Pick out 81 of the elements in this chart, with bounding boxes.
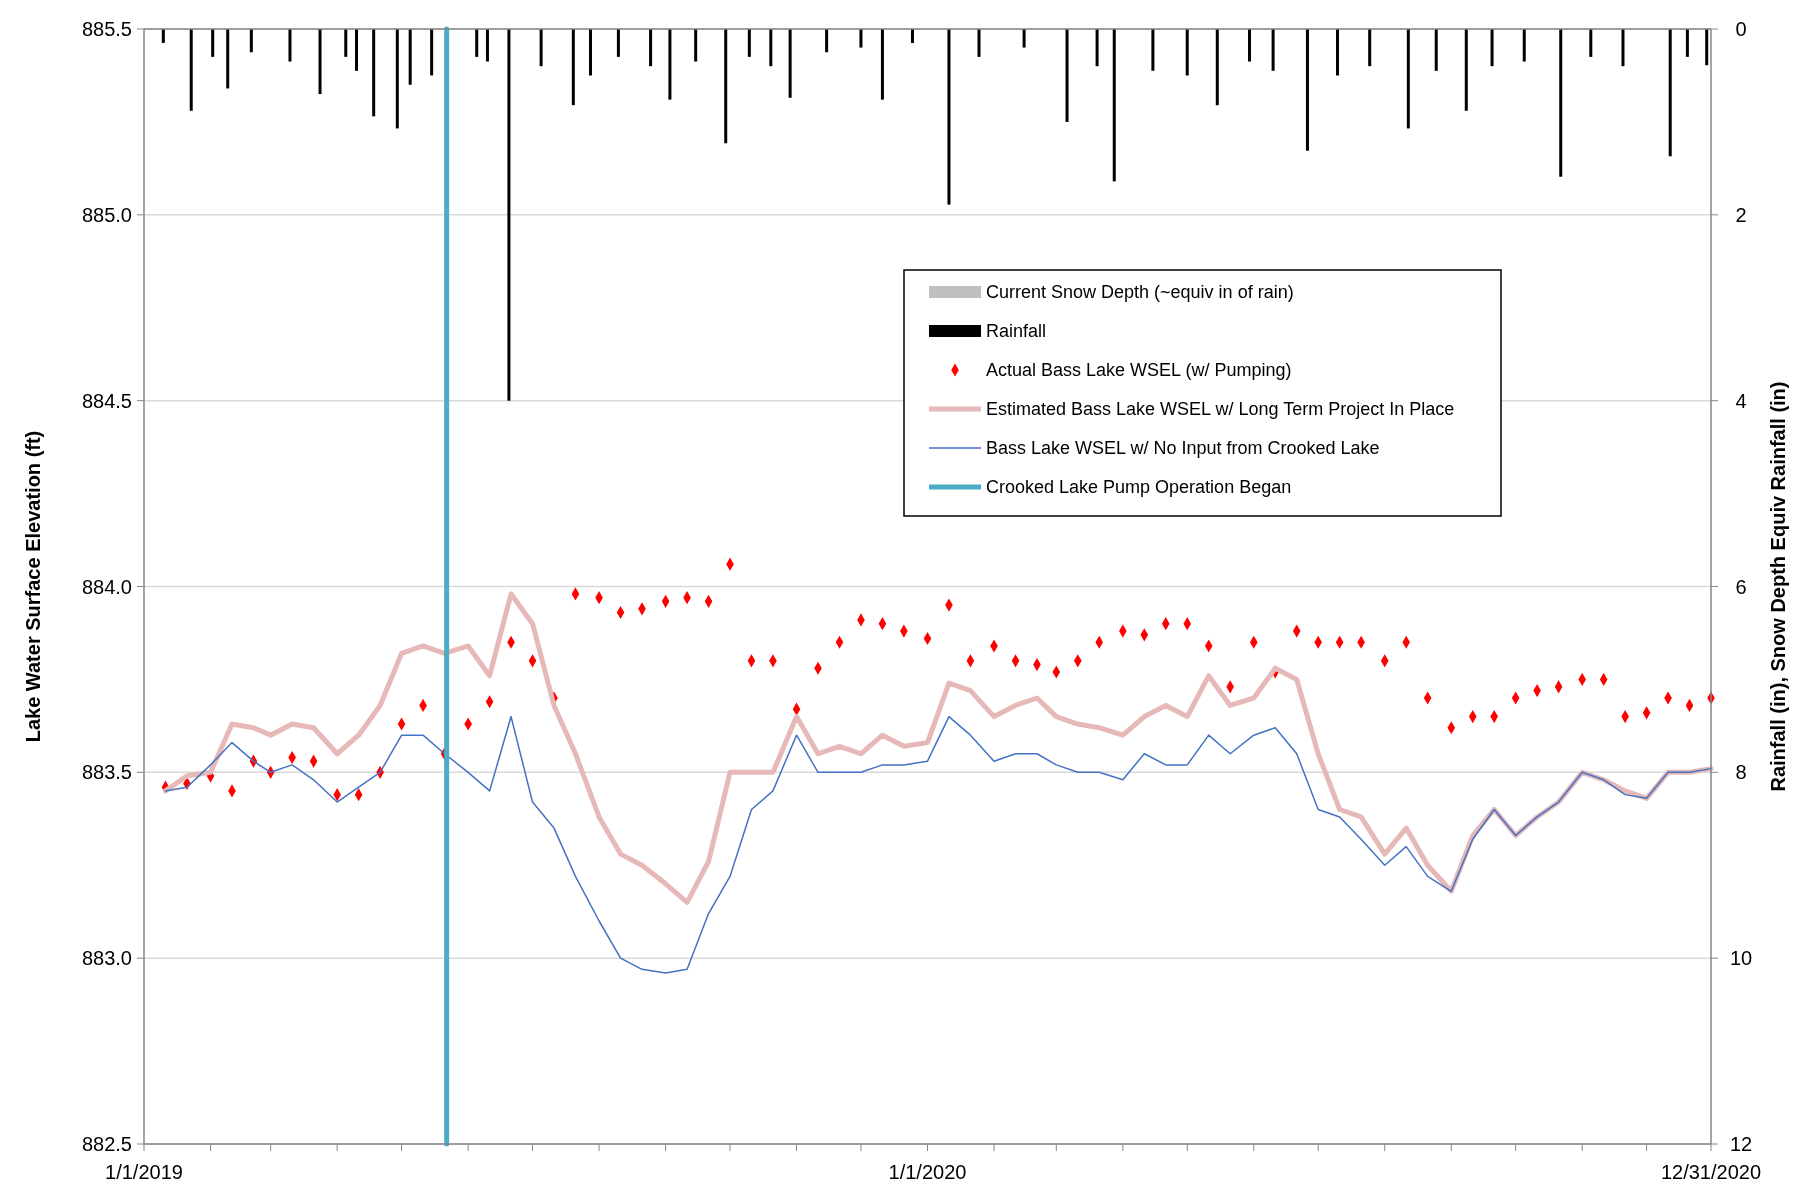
bar xyxy=(769,29,773,67)
bar xyxy=(539,29,543,67)
y-tick-label: 883.0 xyxy=(81,947,132,970)
y2-axis-title: Rainfall (in), Snow Depth Equiv Rainfall (in) xyxy=(1767,381,1789,792)
bar xyxy=(1685,29,1689,57)
bar xyxy=(880,29,884,100)
bar xyxy=(1434,29,1438,71)
bar xyxy=(977,29,981,57)
y-tick-label: 884.0 xyxy=(81,575,132,598)
bar xyxy=(1589,29,1593,57)
bar xyxy=(408,29,412,85)
bar xyxy=(395,29,399,129)
x-tick-label: 12/31/2020 xyxy=(1660,1161,1762,1183)
bar xyxy=(1621,29,1625,67)
legend-label: Actual Bass Lake WSEL (w/ Pumping) xyxy=(986,360,1292,381)
bar xyxy=(947,29,951,205)
bar xyxy=(788,29,792,98)
y-tick-label: 884.5 xyxy=(81,389,132,412)
bar xyxy=(249,29,253,53)
bar xyxy=(161,29,165,43)
bar xyxy=(318,29,322,95)
bar xyxy=(355,29,359,71)
y2-tick-label: 6 xyxy=(1735,575,1747,598)
bar xyxy=(1464,29,1468,111)
bar xyxy=(1185,29,1189,76)
bar xyxy=(668,29,672,100)
bar xyxy=(588,29,592,76)
y2-tick-label: 4 xyxy=(1735,389,1747,412)
bar xyxy=(507,29,511,401)
bar xyxy=(475,29,479,57)
bar xyxy=(372,29,376,117)
bar xyxy=(1112,29,1116,182)
bar xyxy=(694,29,698,62)
bar xyxy=(1336,29,1339,76)
legend-label: Estimated Bass Lake WSEL w/ Long Term Project In Place xyxy=(986,399,1455,420)
bar xyxy=(344,29,348,57)
bar xyxy=(189,29,193,111)
bar xyxy=(288,29,292,62)
bar xyxy=(1271,29,1275,71)
y-tick-label: 883.5 xyxy=(81,761,132,784)
bar xyxy=(724,29,728,144)
x-tick-label: 1/1/2020 xyxy=(888,1161,967,1183)
bar xyxy=(616,29,620,57)
y2-tick-label: 0 xyxy=(1735,18,1747,40)
y2-tick-label: 2 xyxy=(1735,203,1747,226)
legend-label: Current Snow Depth (~equiv in of rain) xyxy=(986,282,1294,303)
bar xyxy=(485,29,489,62)
legend-label: Rainfall xyxy=(986,321,1047,342)
y2-tick-label: 8 xyxy=(1735,761,1747,784)
bar xyxy=(1022,29,1026,48)
bar xyxy=(1668,29,1672,157)
y-tick-label: 882.5 xyxy=(81,1133,132,1155)
bar xyxy=(825,29,829,53)
bar xyxy=(1095,29,1099,67)
bar xyxy=(1368,29,1372,67)
bar xyxy=(430,29,434,76)
bar xyxy=(571,29,575,106)
bar xyxy=(1151,29,1155,71)
bar xyxy=(1406,29,1410,129)
bar xyxy=(747,29,751,57)
bar xyxy=(1559,29,1563,177)
bar xyxy=(910,29,914,43)
bar xyxy=(1305,29,1309,151)
bar xyxy=(1247,29,1251,62)
bar xyxy=(1215,29,1219,106)
y2-tick-label: 12 xyxy=(1729,1133,1753,1155)
bar xyxy=(211,29,215,57)
bar xyxy=(226,29,230,89)
y-tick-label: 885.5 xyxy=(81,18,132,40)
x-tick-label: 1/1/2019 xyxy=(105,1161,183,1183)
bar xyxy=(1705,29,1709,66)
bar xyxy=(649,29,653,67)
legend-label: Crooked Lake Pump Operation Began xyxy=(986,477,1292,498)
y2-tick-label: 10 xyxy=(1729,947,1753,970)
bar xyxy=(1065,29,1069,122)
bar xyxy=(1490,29,1494,67)
y-tick-label: 885.0 xyxy=(81,203,132,226)
y-axis-title: Lake Water Surface Elevation (ft) xyxy=(22,430,44,743)
bar xyxy=(1522,29,1526,62)
bar xyxy=(859,29,863,48)
legend-label: Bass Lake WSEL w/ No Input from Crooked Lake xyxy=(986,438,1380,459)
